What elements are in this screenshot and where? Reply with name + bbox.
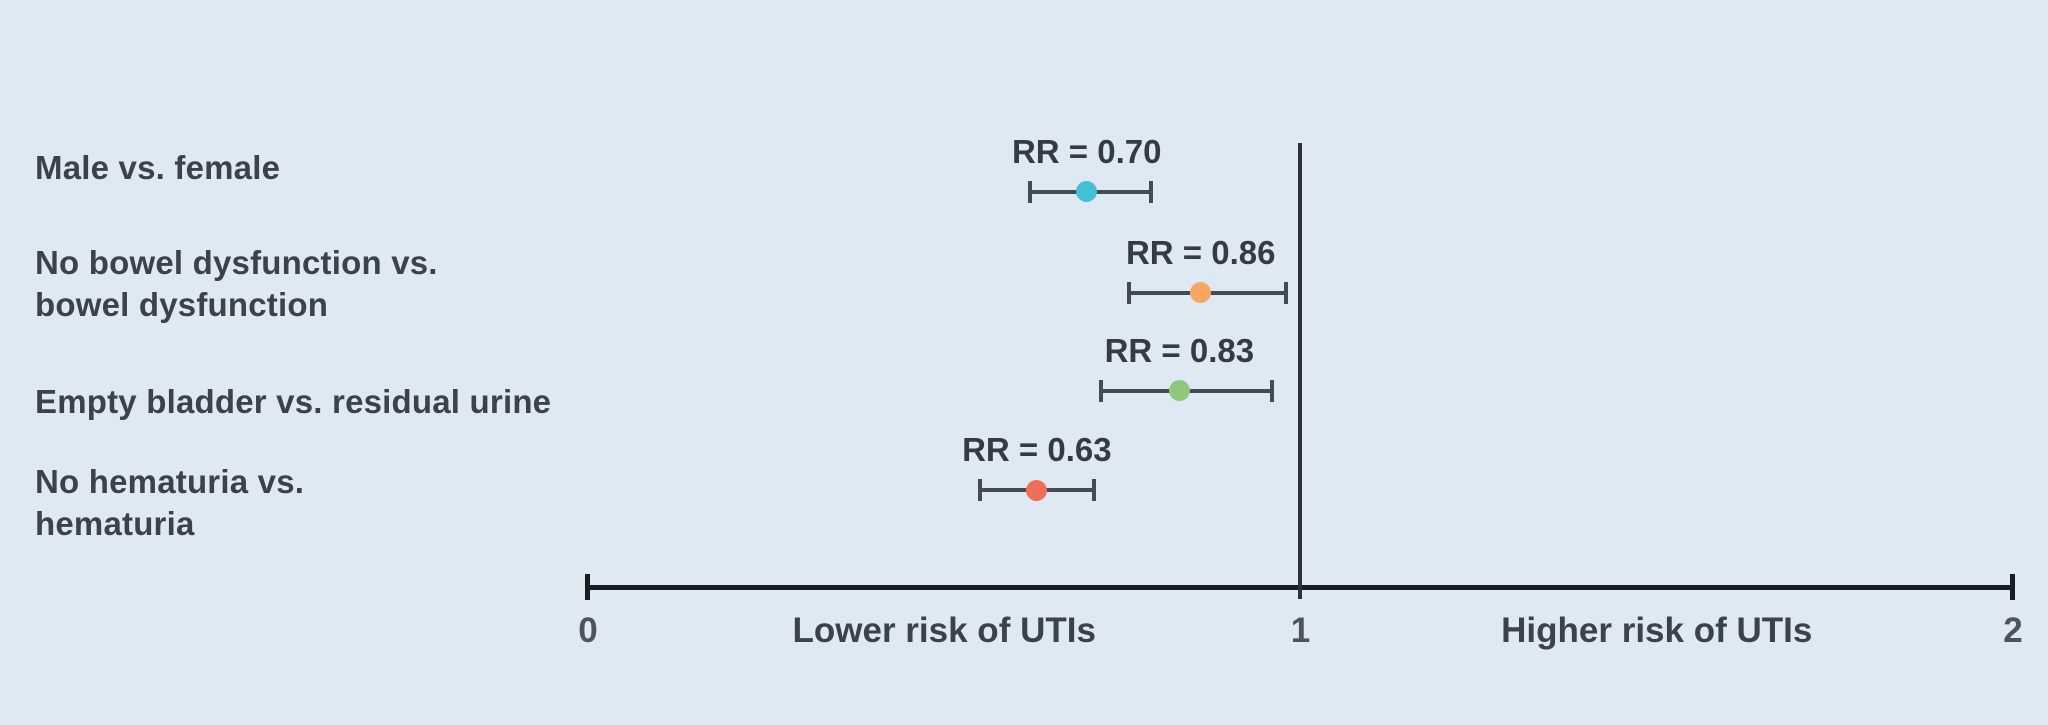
row-label-line: Empty bladder vs. residual urine [35,382,552,420]
ci-cap-high-2 [1284,281,1289,304]
rr-point-2 [1190,282,1212,304]
row-label-line: No bowel dysfunction vs. [35,244,438,281]
higher-risk-label: Higher risk of UTIs [1501,610,1813,650]
x-axis-tick-end [2010,574,2016,601]
x-tick-label-1: 1 [1290,610,1311,650]
rr-point-1 [1076,181,1098,203]
row-label-1: Male vs. female [35,147,280,189]
row-label-line: hematuria [35,505,195,543]
row-label-line: Male vs. female [35,149,281,187]
ci-cap-low-4 [977,479,982,502]
ci-cap-high-3 [1269,379,1274,402]
x-axis-tick-start [585,574,591,601]
row-label-2: No bowel dysfunction vs. bowel dysfunctio… [35,242,438,326]
row-label-3: Empty bladder vs. residual urine [35,381,551,423]
reference-line [1298,142,1303,600]
ci-cap-low-3 [1098,379,1103,402]
x-tick-label-0: 0 [578,610,598,650]
x-tick-label-2: 2 [2003,610,2023,650]
rr-point-4 [1026,479,1048,501]
rr-value-label-1: RR = 0.70 [1011,132,1162,170]
rr-value-label-3: RR = 0.83 [1104,331,1255,369]
ci-cap-high-4 [1091,479,1096,502]
row-label-line: bowel dysfunction [35,286,329,323]
ci-cap-high-1 [1148,180,1153,203]
ci-cap-low-1 [1027,180,1032,203]
rr-value-label-2: RR = 0.86 [1125,233,1276,271]
ci-cap-low-2 [1127,281,1132,304]
lower-risk-label: Lower risk of UTIs [792,610,1096,650]
row-label-4: No hematuria vs. hematuria [35,461,304,545]
row-label-line: No hematuria vs. [35,463,305,501]
rr-point-3 [1168,380,1190,402]
rr-value-label-4: RR = 0.63 [962,431,1112,469]
